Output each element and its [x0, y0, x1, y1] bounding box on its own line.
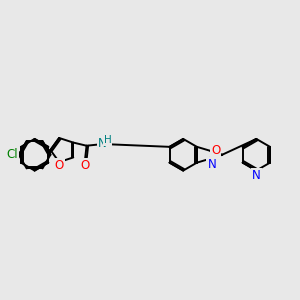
Text: N: N	[98, 137, 107, 150]
Text: O: O	[55, 159, 64, 172]
Text: O: O	[211, 144, 220, 157]
Text: H: H	[103, 135, 111, 145]
Text: Cl: Cl	[6, 148, 18, 161]
Text: N: N	[207, 158, 216, 171]
Text: O: O	[80, 159, 90, 172]
Text: N: N	[252, 169, 261, 182]
